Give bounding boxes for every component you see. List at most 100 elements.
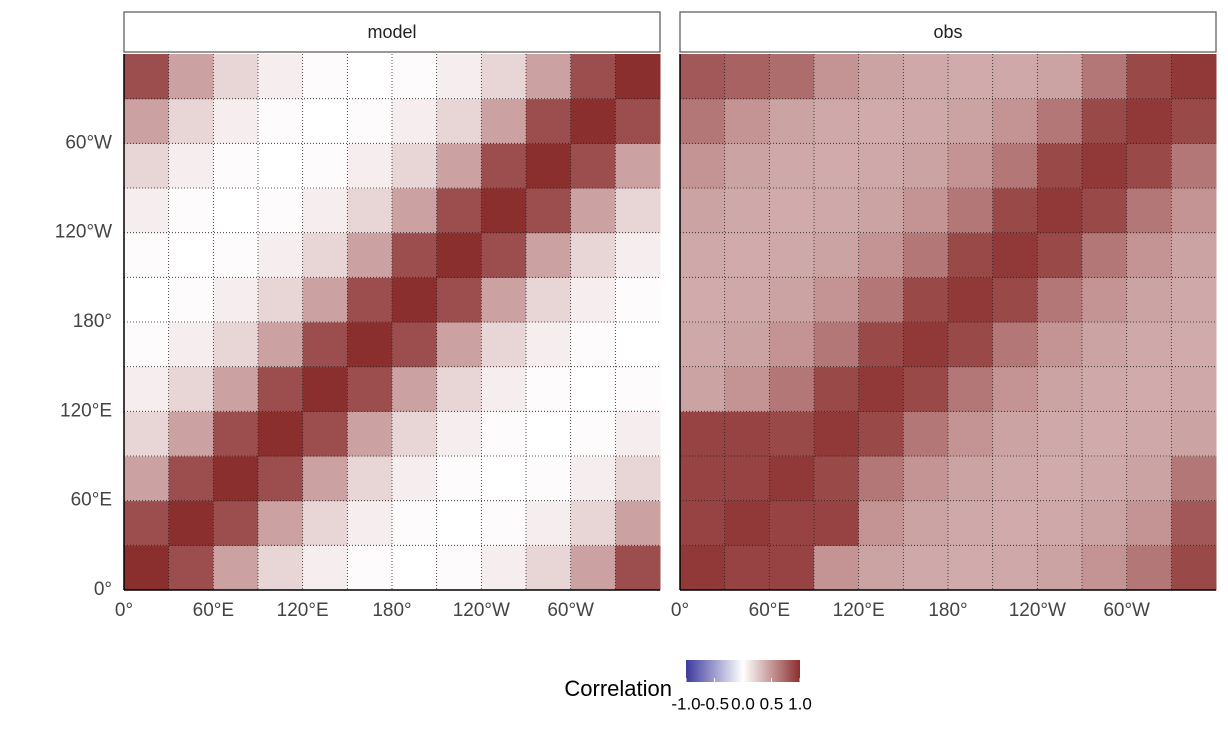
cell <box>481 322 527 368</box>
cell <box>615 98 661 144</box>
cell <box>302 232 348 278</box>
cell <box>1037 143 1083 189</box>
cell <box>570 322 616 368</box>
cell <box>124 98 170 144</box>
cell <box>615 500 661 546</box>
cell <box>302 143 348 189</box>
cell <box>392 322 438 368</box>
cell <box>1037 500 1083 546</box>
cell <box>392 188 438 234</box>
cell <box>948 54 994 100</box>
cell <box>213 188 259 234</box>
cell <box>814 54 860 100</box>
cell <box>436 545 482 591</box>
cell <box>903 500 949 546</box>
cell <box>302 456 348 502</box>
cell <box>680 366 726 412</box>
cell <box>481 98 527 144</box>
cell <box>1037 545 1083 591</box>
cell <box>258 143 304 189</box>
cell <box>769 143 815 189</box>
cell <box>615 545 661 591</box>
cell <box>615 277 661 323</box>
cell <box>858 54 904 100</box>
cell <box>392 456 438 502</box>
cell <box>1037 277 1083 323</box>
cell <box>858 322 904 368</box>
cell <box>724 232 770 278</box>
cell <box>992 545 1038 591</box>
cell <box>769 188 815 234</box>
legend-tick-label: 1.0 <box>788 694 812 713</box>
cell <box>858 188 904 234</box>
cell <box>570 545 616 591</box>
cell <box>1082 411 1128 457</box>
cell <box>347 277 393 323</box>
cell <box>1126 411 1172 457</box>
cell <box>858 98 904 144</box>
cell <box>1037 188 1083 234</box>
cell <box>724 277 770 323</box>
cell <box>1037 232 1083 278</box>
cell <box>258 188 304 234</box>
cell <box>724 98 770 144</box>
cell <box>124 143 170 189</box>
x-tick-label: 60°W <box>1103 600 1150 621</box>
cell <box>526 411 572 457</box>
cell <box>1126 456 1172 502</box>
cell <box>992 366 1038 412</box>
cell <box>436 98 482 144</box>
cell <box>1126 545 1172 591</box>
cell <box>948 366 994 412</box>
cell <box>814 456 860 502</box>
cell <box>526 232 572 278</box>
cell <box>948 411 994 457</box>
cell <box>570 188 616 234</box>
cell <box>903 232 949 278</box>
strip <box>123 11 661 53</box>
cell <box>1037 411 1083 457</box>
cell <box>347 98 393 144</box>
cell <box>1037 322 1083 368</box>
cell <box>302 366 348 412</box>
cell <box>1126 188 1172 234</box>
cell <box>481 54 527 100</box>
cell <box>1082 322 1128 368</box>
cell <box>168 322 214 368</box>
cell <box>302 545 348 591</box>
cell <box>814 545 860 591</box>
panel-title: model <box>367 22 416 42</box>
cell <box>1171 456 1217 502</box>
x-tick-label: 120°E <box>277 600 329 621</box>
cell <box>481 232 527 278</box>
cell <box>948 500 994 546</box>
cell <box>680 277 726 323</box>
cell <box>481 277 527 323</box>
cell <box>858 411 904 457</box>
cell <box>769 411 815 457</box>
cell <box>858 366 904 412</box>
cell <box>680 188 726 234</box>
cell <box>615 54 661 100</box>
cell <box>992 188 1038 234</box>
cell <box>769 456 815 502</box>
cell <box>526 322 572 368</box>
x-tick-label: 120°W <box>453 600 510 621</box>
y-tick-label: 120°W <box>55 222 112 243</box>
cell <box>814 277 860 323</box>
cell <box>724 322 770 368</box>
cell <box>124 232 170 278</box>
cell <box>1082 277 1128 323</box>
cell <box>258 545 304 591</box>
cell <box>615 232 661 278</box>
cell <box>992 143 1038 189</box>
cell <box>258 411 304 457</box>
cell <box>392 411 438 457</box>
x-tick-label: 60°W <box>547 600 594 621</box>
cell <box>124 188 170 234</box>
cell <box>347 54 393 100</box>
cell <box>992 411 1038 457</box>
cell <box>858 277 904 323</box>
cell <box>392 98 438 144</box>
cell <box>1171 500 1217 546</box>
